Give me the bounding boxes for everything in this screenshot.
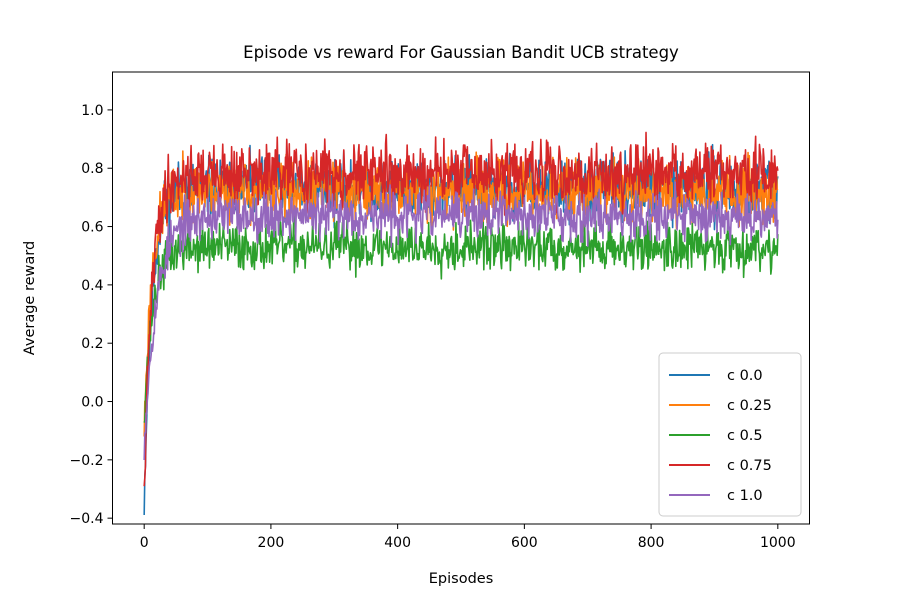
chart-title: Episode vs reward For Gaussian Bandit UC… [243, 43, 679, 62]
legend-label: c 1.0 [727, 488, 763, 504]
y-tick-label: −0.2 [70, 453, 104, 469]
y-tick-label: −0.4 [70, 511, 104, 527]
legend: c 0.0 c 0.25 c 0.5 c 0.75 c 1.0 [658, 352, 802, 517]
legend-label: c 0.0 [727, 368, 763, 384]
legend-label: c 0.75 [727, 458, 772, 474]
x-tick-label: 600 [511, 535, 538, 551]
y-tick-label: 0.4 [81, 278, 103, 294]
series-line-3 [143, 131, 779, 487]
y-tick-label: 0.2 [81, 336, 103, 352]
legend-label: c 0.5 [727, 428, 763, 444]
legend-label: c 0.25 [727, 398, 772, 414]
y-tick-label: 1.0 [81, 103, 103, 119]
series-line-4 [143, 181, 779, 461]
series-lines [143, 131, 779, 516]
series-line-1 [143, 150, 779, 437]
x-tick-label: 1000 [760, 535, 796, 551]
y-tick-label: 0.8 [81, 161, 103, 177]
x-tick-label: 400 [384, 535, 411, 551]
x-tick-label: 200 [258, 535, 285, 551]
plot-frame [112, 71, 810, 525]
y-axis-label: Average reward [22, 241, 38, 355]
x-axis: 0 200 400 600 800 1000 [140, 524, 796, 551]
x-axis-label: Episodes [429, 571, 494, 587]
series-line-2 [143, 215, 779, 423]
y-tick-label: 0.6 [81, 220, 103, 236]
y-tick-label: 0.0 [81, 395, 103, 411]
x-tick-label: 800 [638, 535, 665, 551]
y-axis: −0.4 −0.2 0.0 0.2 0.4 0.6 0.8 1.0 [70, 103, 113, 527]
x-tick-label: 0 [140, 535, 149, 551]
legend-box [658, 352, 802, 517]
